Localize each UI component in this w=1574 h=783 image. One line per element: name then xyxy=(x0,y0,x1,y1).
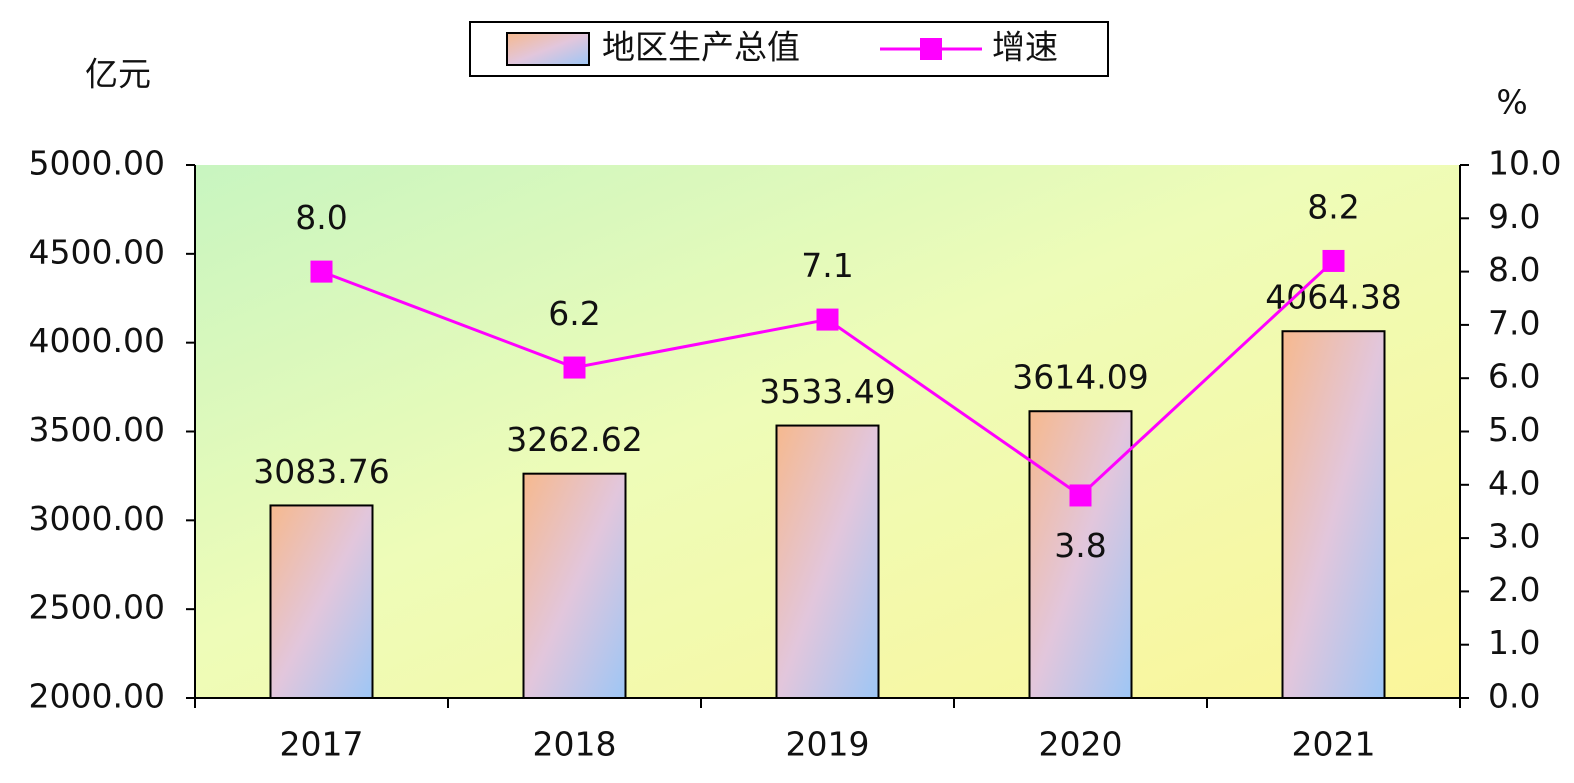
x-tick-label: 2021 xyxy=(1292,725,1376,764)
bar xyxy=(775,424,880,699)
bar-value-label: 3262.62 xyxy=(506,420,642,459)
y-tick-label: 4500.00 xyxy=(29,232,165,271)
y-tick-label: 2500.00 xyxy=(29,588,165,627)
line-value-label: 3.8 xyxy=(1054,526,1106,565)
bar xyxy=(269,504,374,699)
y2-tick-label: 5.0 xyxy=(1488,410,1540,449)
line-marker xyxy=(310,260,333,283)
line-value-label: 6.2 xyxy=(548,294,600,333)
x-tick-label: 2020 xyxy=(1039,725,1123,764)
line-value-label: 8.2 xyxy=(1307,187,1359,226)
y2-tick-label: 3.0 xyxy=(1488,517,1540,556)
y2-tick-label: 8.0 xyxy=(1488,250,1540,289)
line-value-label: 7.1 xyxy=(801,246,853,285)
legend: 地区生产总值 增速 xyxy=(469,21,1109,77)
y-unit: 亿元 xyxy=(85,55,151,94)
line-marker xyxy=(1322,249,1345,272)
y2-tick-label: 6.0 xyxy=(1488,357,1540,396)
y-tick-label: 5000.00 xyxy=(29,144,165,183)
line-marker xyxy=(1069,484,1092,507)
y-tick-label: 4000.00 xyxy=(29,321,165,360)
bar xyxy=(522,472,627,699)
y-tick-label: 3500.00 xyxy=(29,410,165,449)
y2-tick-label: 1.0 xyxy=(1488,623,1540,662)
line-marker xyxy=(563,356,586,379)
y2-tick-label: 4.0 xyxy=(1488,463,1540,502)
legend-label: 增速 xyxy=(992,28,1058,67)
y2-tick-label: 0.0 xyxy=(1488,677,1540,716)
bar xyxy=(1028,410,1133,699)
x-tick-label: 2018 xyxy=(533,725,617,764)
y2-tick-label: 10.0 xyxy=(1488,144,1561,183)
y2-tick-label: 2.0 xyxy=(1488,570,1540,609)
bar-value-label: 3533.49 xyxy=(759,372,895,411)
bar-value-label: 3083.76 xyxy=(253,452,389,491)
x-tick-label: 2017 xyxy=(280,725,364,764)
y-tick-label: 3000.00 xyxy=(29,499,165,538)
bar-value-label: 4064.38 xyxy=(1265,278,1401,317)
x-tick-label: 2019 xyxy=(786,725,870,764)
legend-label: 地区生产总值 xyxy=(602,28,800,67)
y-tick-label: 2000.00 xyxy=(29,677,165,716)
line-marker xyxy=(816,308,839,331)
y2-tick-label: 9.0 xyxy=(1488,197,1540,236)
bar-value-label: 3614.09 xyxy=(1012,358,1148,397)
y2-unit: % xyxy=(1496,83,1527,122)
legend-marker xyxy=(920,38,942,60)
legend-swatch xyxy=(506,32,590,66)
y2-tick-label: 7.0 xyxy=(1488,303,1540,342)
line-value-label: 8.0 xyxy=(295,198,347,237)
bar xyxy=(1281,330,1386,699)
